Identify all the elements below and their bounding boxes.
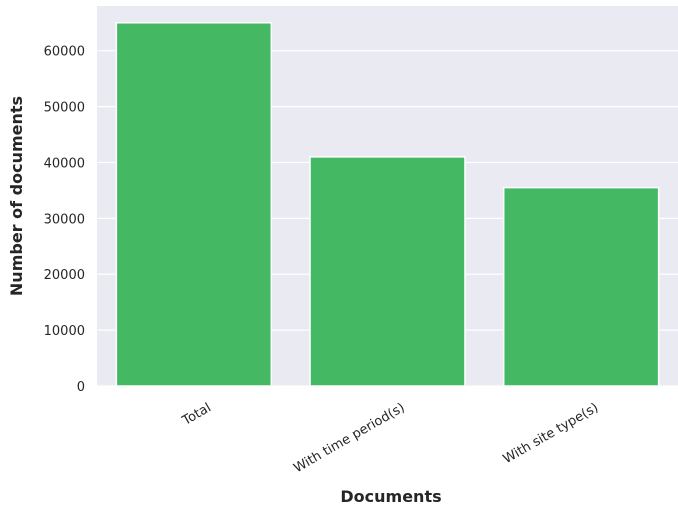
y-axis-title: Number of documents bbox=[7, 96, 26, 296]
y-tick-label: 10000 bbox=[44, 324, 85, 339]
bars bbox=[115, 22, 660, 387]
y-tick-label: 20000 bbox=[44, 268, 85, 283]
x-axis-title: Documents bbox=[340, 487, 441, 505]
y-tick-labels: 0 10000 20000 30000 40000 50000 60000 bbox=[44, 45, 85, 395]
x-tick-label: With time period(s) bbox=[291, 400, 407, 476]
x-tick-label: Total bbox=[179, 400, 214, 429]
y-tick-label: 40000 bbox=[44, 156, 85, 171]
y-tick-label: 0 bbox=[77, 380, 85, 395]
y-tick-label: 50000 bbox=[44, 101, 85, 116]
y-tick-label: 30000 bbox=[44, 212, 85, 227]
bar bbox=[502, 186, 660, 387]
bar bbox=[115, 22, 273, 387]
x-tick-label: With site type(s) bbox=[501, 400, 601, 467]
x-tick-labels: Total With time period(s) With site type(s… bbox=[179, 400, 601, 476]
y-tick-label: 60000 bbox=[44, 45, 85, 60]
bar bbox=[309, 156, 466, 387]
